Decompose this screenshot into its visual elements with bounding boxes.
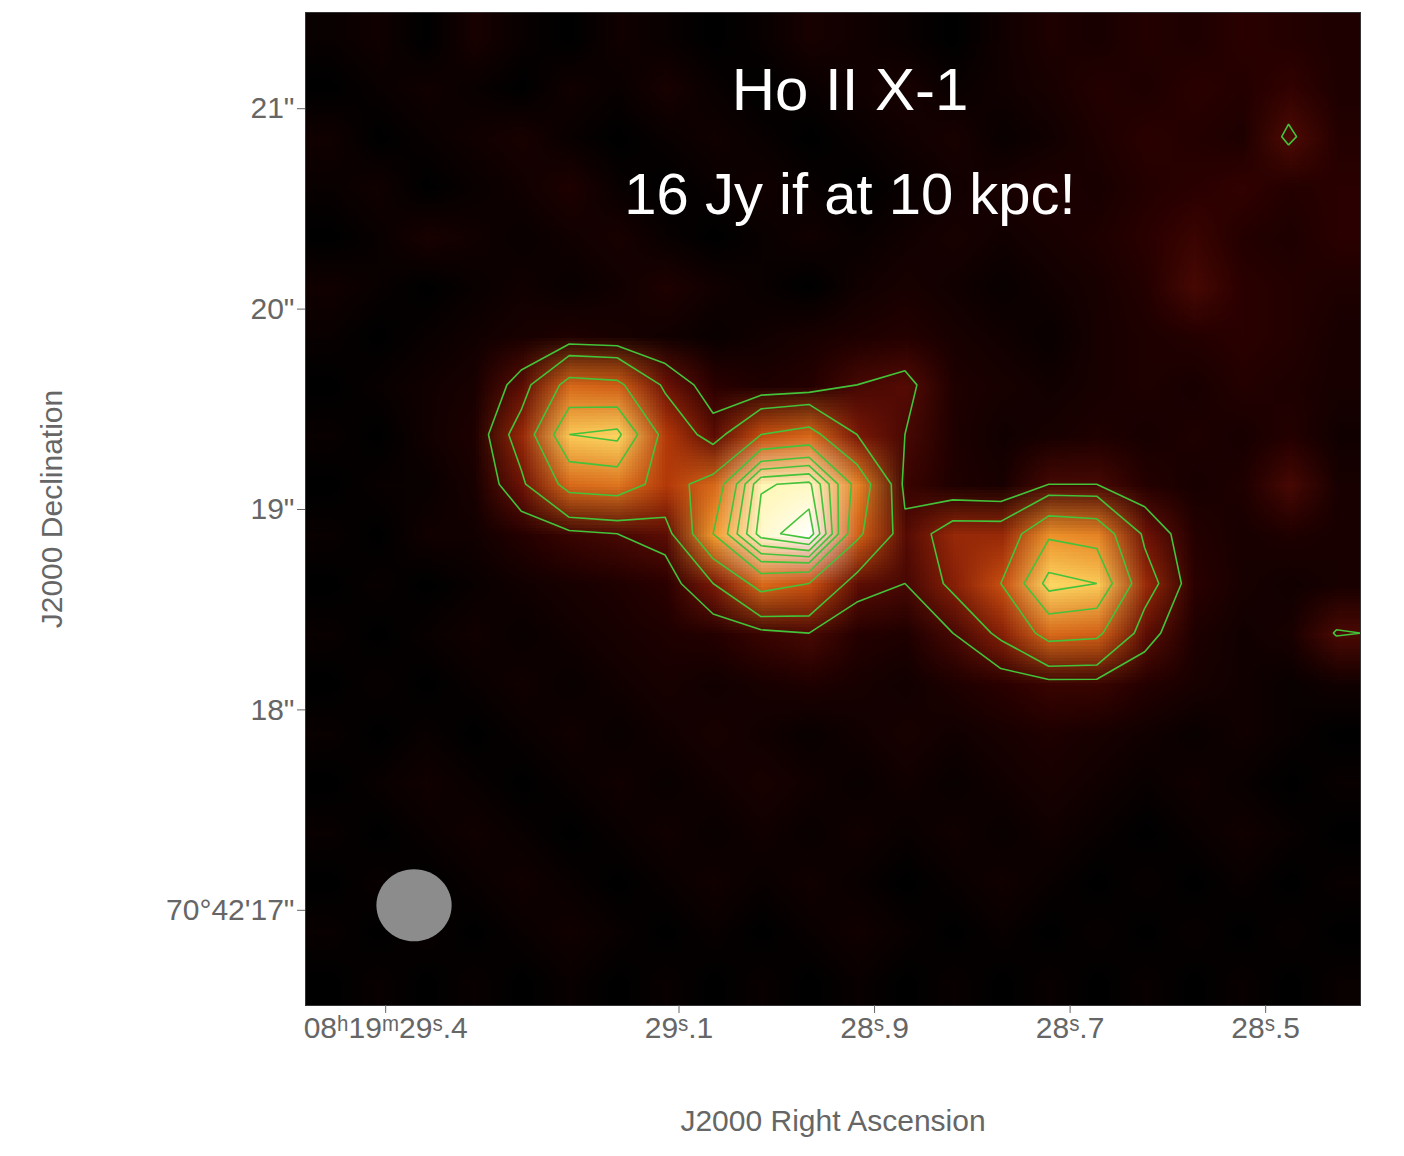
svg-text:19": 19"	[250, 492, 294, 525]
svg-text:16 Jy if at 10 kpc!: 16 Jy if at 10 kpc!	[624, 161, 1075, 226]
svg-text:28ˢ.9: 28ˢ.9	[840, 1011, 909, 1044]
svg-text:20": 20"	[250, 292, 294, 325]
svg-text:70°42'17": 70°42'17"	[166, 893, 294, 926]
svg-text:08ʰ19ᵐ29ˢ.4: 08ʰ19ᵐ29ˢ.4	[304, 1011, 468, 1044]
svg-text:29ˢ.1: 29ˢ.1	[645, 1011, 714, 1044]
svg-text:28ˢ.5: 28ˢ.5	[1231, 1011, 1300, 1044]
svg-text:28ˢ.7: 28ˢ.7	[1036, 1011, 1105, 1044]
svg-text:Ho II X-1: Ho II X-1	[732, 56, 969, 123]
svg-text:J2000 Declination: J2000 Declination	[35, 390, 68, 629]
svg-text:18": 18"	[250, 693, 294, 726]
svg-text:J2000 Right Ascension: J2000 Right Ascension	[680, 1104, 985, 1137]
svg-text:21": 21"	[250, 91, 294, 124]
